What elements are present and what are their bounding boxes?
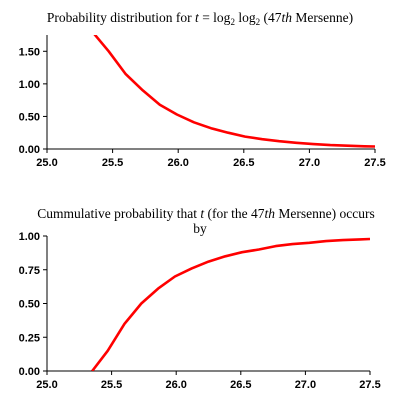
chart-2-title-prefix: Cummulative probability that xyxy=(37,206,201,221)
chart-1-plot: 0.00 0.50 1.00 1.50 25.0 25.5 26.0 26.5 27.0 27.5 xyxy=(19,35,386,169)
chart-1-title-var: t xyxy=(195,10,199,25)
chart-2-y-tick-label: 1.00 xyxy=(19,231,40,243)
chart-2-series-line xyxy=(91,237,370,371)
chart-2-y-tick-label: 0.00 xyxy=(19,366,40,378)
chart-2-x-tick-label: 26.5 xyxy=(230,379,251,391)
chart-1-x-tick-label: 26.5 xyxy=(233,157,254,169)
chart-1-title-ordinal: th xyxy=(281,10,292,25)
chart-1-y-tick-label: 1.50 xyxy=(19,46,40,58)
chart-1-y-tick-label: 0.50 xyxy=(19,111,40,123)
chart-2-title-suffix: Mersenne) occurs xyxy=(275,206,375,221)
chart-2-title-line2: by xyxy=(193,221,207,236)
chart-1-title-open: (47 xyxy=(260,10,282,25)
chart-1-y-tick-label: 1.00 xyxy=(19,79,40,91)
chart-1-x-tick-label: 27.5 xyxy=(364,157,385,169)
chart-2-y-tick-label: 0.75 xyxy=(19,265,40,277)
chart-1-title-prefix: Probability distribution for xyxy=(46,10,196,25)
chart-2-title-var: t xyxy=(200,206,205,221)
chart-2-y-tick-label: 0.50 xyxy=(19,299,40,311)
chart-1-title-sub1: 2 xyxy=(230,17,235,27)
chart-2-x-tick-label: 26.0 xyxy=(165,379,186,391)
chart-1-title: Probability distribution for t = log2 lo… xyxy=(0,10,400,27)
chart-2-title: Cummulative probability that t (for the … xyxy=(12,206,400,222)
chart-1-title-suffix: Mersenne) xyxy=(291,10,354,25)
chart-1-title-eq: = log xyxy=(198,10,231,25)
chart-2-x-tick-label: 25.0 xyxy=(36,379,57,391)
chart-2-title-open: (for the 47 xyxy=(204,206,265,221)
chart-2-y-tick-label: 0.25 xyxy=(19,332,40,344)
chart-1-title-mid: log xyxy=(234,10,256,25)
chart-1-y-tick-label: 0.00 xyxy=(19,144,40,156)
chart-1-x-tick-label: 25.0 xyxy=(36,157,57,169)
chart-2-title-ordinal: th xyxy=(264,206,276,221)
chart-2-x-tick-label: 27.0 xyxy=(295,379,316,391)
chart-1-title-sub2: 2 xyxy=(255,17,261,27)
chart-1-x-tick-label: 27.0 xyxy=(299,157,320,169)
chart-2-x-tick-label: 25.5 xyxy=(101,379,122,391)
chart-1-x-tick-label: 25.5 xyxy=(102,157,123,169)
chart-1-series-line xyxy=(93,35,375,148)
chart-2-x-tick-label: 27.5 xyxy=(359,379,380,391)
chart-1-x-tick-label: 26.0 xyxy=(167,157,188,169)
